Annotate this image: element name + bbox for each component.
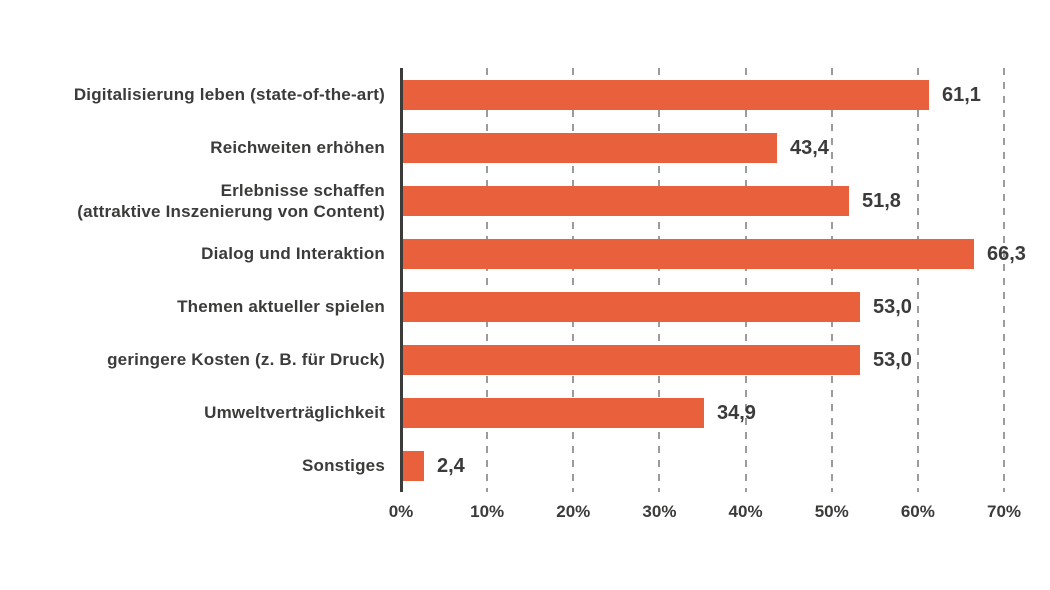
bar-row: Themen aktueller spielen 53,0 [0, 280, 1050, 333]
value-label: 51,8 [862, 190, 901, 212]
x-tick-label: 50% [814, 502, 849, 521]
gridline [916, 68, 919, 492]
bar [403, 292, 860, 322]
category-label: Erlebnisse schaffen (attraktive Inszenie… [77, 181, 385, 221]
value-label: 43,4 [790, 137, 829, 159]
bar-row: Digitalisierung leben (state-of-the-art)… [0, 68, 1050, 121]
value-label: 53,0 [873, 296, 912, 318]
category-label: Digitalisierung leben (state-of-the-art) [73, 85, 385, 104]
category-label: Umweltverträglichkeit [204, 403, 385, 422]
bar-row: Sonstiges 2,4 [0, 439, 1050, 492]
category-label: Sonstiges [301, 456, 385, 475]
gridline [572, 68, 575, 492]
bar [403, 451, 424, 481]
x-tick-label: 60% [900, 502, 935, 521]
category-label: Themen aktueller spielen [177, 297, 385, 316]
category-label: geringere Kosten (z. B. für Druck) [107, 350, 385, 369]
value-label: 34,9 [717, 402, 756, 424]
bar [403, 345, 860, 375]
value-label: 2,4 [437, 455, 465, 477]
bar-row: Erlebnisse schaffen (attraktive Inszenie… [0, 174, 1050, 227]
gridline [658, 68, 661, 492]
gridline [486, 68, 489, 492]
x-tick-label: 30% [642, 502, 677, 521]
bar [403, 186, 849, 216]
x-tick-label: 20% [556, 502, 591, 521]
x-tick-label: 70% [986, 502, 1022, 521]
bar [403, 80, 929, 110]
value-label: 66,3 [987, 243, 1026, 265]
bar [403, 133, 777, 163]
value-label: 53,0 [873, 349, 912, 371]
bar [403, 239, 974, 269]
bar-row: Reichweiten erhöhen 43,4 [0, 121, 1050, 174]
gridline [1003, 68, 1005, 492]
x-tick-label: 40% [728, 502, 763, 521]
gridline [830, 68, 833, 492]
x-tick-label: 0% [388, 502, 414, 521]
category-label: Reichweiten erhöhen [210, 138, 385, 157]
bar-row: Dialog und Interaktion 66,3 [0, 227, 1050, 280]
bar-row: Umweltverträglichkeit 34,9 [0, 386, 1050, 439]
category-label: Dialog und Interaktion [201, 244, 385, 263]
y-axis-line [400, 68, 403, 492]
bar-row: geringere Kosten (z. B. für Druck) 53,0 [0, 333, 1050, 386]
x-tick-label: 10% [470, 502, 505, 521]
value-label: 61,1 [942, 84, 981, 106]
bar [403, 398, 704, 428]
gridline [744, 68, 747, 492]
